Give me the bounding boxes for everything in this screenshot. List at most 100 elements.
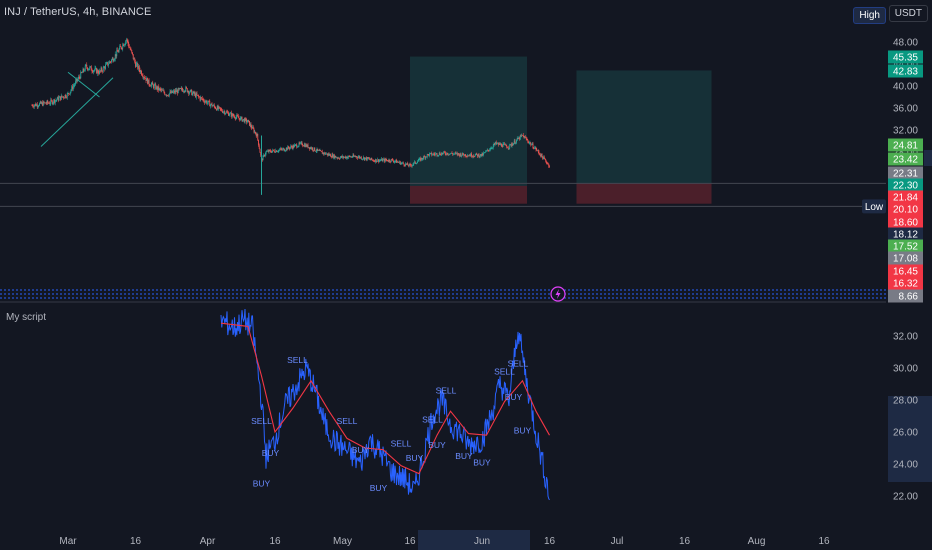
candle-body <box>122 44 124 49</box>
candle-body <box>300 142 302 144</box>
buy-signal-label: BUY <box>455 451 473 461</box>
candle-body <box>514 140 516 144</box>
signal-line[interactable] <box>220 322 550 475</box>
candle-body <box>539 153 541 155</box>
candle-body <box>265 151 267 155</box>
candle-body <box>227 112 229 113</box>
low-badge: Low <box>862 199 886 214</box>
profit-zone[interactable] <box>576 70 712 184</box>
candle-body <box>47 100 49 103</box>
candle-body <box>217 106 219 109</box>
candle-body <box>98 72 100 74</box>
candle-body <box>128 43 130 47</box>
candle-body <box>180 88 182 89</box>
candle-body <box>422 159 424 160</box>
candle-body <box>480 154 481 157</box>
candle-body <box>359 156 361 159</box>
candle-body <box>69 93 70 95</box>
candle-body <box>411 165 413 167</box>
candle-body <box>59 96 61 98</box>
profit-zone[interactable] <box>410 56 527 186</box>
candle-body <box>471 153 472 157</box>
candle-body <box>139 69 141 73</box>
trend-line[interactable] <box>40 77 114 147</box>
candle-body <box>516 139 517 143</box>
candle-body <box>520 135 522 137</box>
candle-body <box>358 156 360 158</box>
candle-body <box>177 88 179 94</box>
candle-body <box>169 91 171 94</box>
candle-body <box>33 106 34 108</box>
candle-body <box>32 105 34 107</box>
indicator-label[interactable]: My script <box>6 312 46 323</box>
candle-body <box>330 156 332 158</box>
candle-body <box>75 81 76 85</box>
candle-body <box>287 146 289 150</box>
candle-body <box>245 118 247 120</box>
candle-body <box>441 153 443 154</box>
candle-body <box>135 63 137 67</box>
candle-body <box>240 117 241 121</box>
candle-body <box>492 147 493 149</box>
candle-body <box>144 77 145 79</box>
currency-button[interactable]: USDT <box>888 5 928 22</box>
candle-body <box>111 58 113 60</box>
candle-body <box>423 156 425 158</box>
indicator-line[interactable] <box>220 308 550 501</box>
candle-body <box>391 159 393 161</box>
candle-body <box>163 90 165 93</box>
candle-body <box>39 103 40 106</box>
candle-body <box>426 154 428 157</box>
candle-body <box>347 157 349 159</box>
indicator-pane[interactable]: 32.0030.0028.0026.0024.0022.00SELLSELLBU… <box>220 308 918 503</box>
candle-body <box>91 70 93 72</box>
candle-body <box>531 144 532 146</box>
candle-body <box>117 50 118 52</box>
candle-body <box>237 116 239 118</box>
candle-body <box>546 163 548 165</box>
candle-body <box>231 112 232 117</box>
candle-body <box>301 142 303 145</box>
candle-body <box>43 101 45 103</box>
candle-body <box>357 157 359 159</box>
candle-body <box>381 158 383 162</box>
candle-body <box>228 114 230 116</box>
candle-body <box>131 49 133 53</box>
loss-zone[interactable] <box>576 183 712 204</box>
pane-separator[interactable] <box>0 286 886 303</box>
candle-body <box>323 152 325 154</box>
candle-body <box>543 156 545 159</box>
candle-body <box>108 61 110 64</box>
candle-body <box>126 39 128 41</box>
candle-body <box>436 153 438 156</box>
loss-zone[interactable] <box>410 185 527 204</box>
candle-body <box>85 64 87 66</box>
candle-body <box>305 144 307 147</box>
candle-body <box>107 62 109 66</box>
candle-body <box>67 93 69 94</box>
candle-body <box>389 159 391 162</box>
candle-body <box>132 54 134 60</box>
candle-body <box>487 149 489 151</box>
candle-body <box>462 152 463 156</box>
candle-body <box>477 154 478 157</box>
trend-line[interactable] <box>67 71 100 98</box>
candle-body <box>101 68 103 71</box>
candle-body <box>527 139 529 142</box>
candle-body <box>89 66 91 69</box>
candle-body <box>507 147 509 149</box>
svg-text:24.81: 24.81 <box>893 141 918 152</box>
candle-body <box>466 156 468 157</box>
candle-body <box>129 47 131 50</box>
candle-body <box>312 150 314 151</box>
price-pane[interactable]: 48.0044.0040.0036.0032.0028.0024.0020.00… <box>0 38 918 214</box>
candle-body <box>238 117 240 119</box>
time-axis[interactable] <box>0 530 932 550</box>
candle-body <box>534 147 535 149</box>
candle-body <box>174 90 176 93</box>
candle-body <box>96 70 98 74</box>
candle-body <box>512 144 514 146</box>
candle-body <box>421 157 423 160</box>
candle-body <box>366 157 367 160</box>
